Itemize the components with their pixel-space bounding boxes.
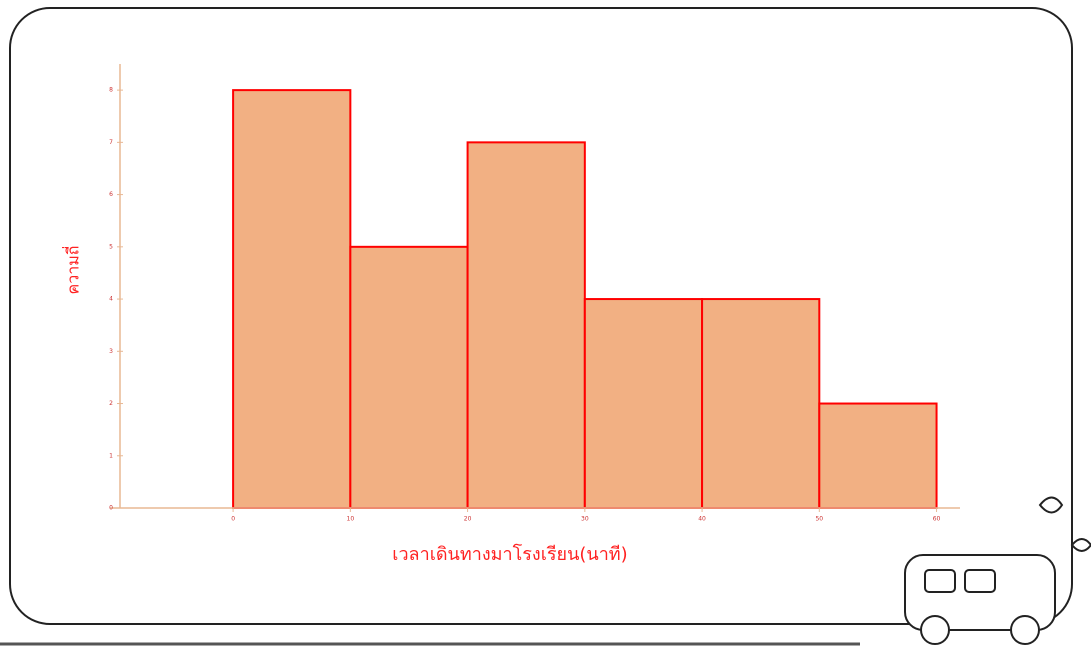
y-tick-label: 3 [109, 348, 113, 355]
bar [232, 89, 352, 509]
y-tick-label: 1 [109, 452, 113, 459]
y-tick-label: 2 [109, 400, 113, 407]
y-tick-label: 5 [109, 243, 113, 250]
y-axis-label: ความถี่ [62, 246, 83, 295]
x-tick-label: 50 [815, 516, 823, 523]
x-tick-label: 40 [698, 516, 706, 523]
bar [466, 141, 586, 509]
y-tick-label: 4 [109, 296, 113, 303]
x-tick-label: 30 [581, 516, 589, 523]
x-tick-label: 0 [231, 516, 235, 523]
x-axis-label: เวลาเดินทางมาโรงเรียน(นาที) [392, 543, 627, 565]
y-tick-label: 6 [109, 191, 113, 198]
bus-cartoon [904, 496, 1091, 645]
y-tick-label: 7 [109, 139, 113, 146]
bar [701, 298, 821, 510]
y-tick-label: 0 [109, 505, 113, 512]
bar [349, 245, 469, 510]
x-tick-label: 20 [464, 516, 472, 523]
x-tick-label: 10 [347, 516, 355, 523]
bar [818, 402, 938, 510]
x-tick-label: 60 [933, 516, 941, 523]
y-tick-label: 8 [109, 87, 113, 94]
bar [583, 298, 704, 510]
